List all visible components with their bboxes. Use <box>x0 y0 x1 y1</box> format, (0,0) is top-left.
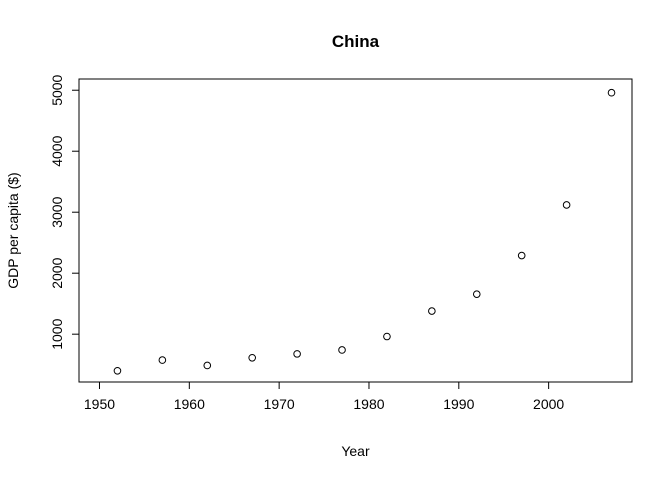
data-point <box>338 346 346 354</box>
data-point <box>517 251 526 260</box>
data-point <box>113 366 122 375</box>
data-point <box>472 290 481 298</box>
x-tick-label: 1960 <box>174 396 205 412</box>
y-axis-label: GDP per capita ($) <box>5 172 21 288</box>
x-tick-label: 1990 <box>443 396 474 412</box>
x-axis-label: Year <box>341 443 370 459</box>
data-point <box>248 353 256 362</box>
x-tick-label: 1950 <box>84 396 115 412</box>
y-tick-label: 3000 <box>49 196 65 227</box>
x-tick-label: 2000 <box>533 396 564 412</box>
y-tick-label: 2000 <box>49 257 65 288</box>
plot-frame <box>78 78 633 383</box>
data-point <box>383 332 391 341</box>
data-point <box>203 361 212 370</box>
data-point <box>293 350 301 358</box>
y-axis: 1000 2000 3000 4000 5000 <box>49 74 80 350</box>
data-point <box>428 307 436 315</box>
data-point <box>562 201 571 209</box>
data-point <box>607 88 616 97</box>
x-tick-label: 1980 <box>353 396 384 412</box>
y-tick-label: 1000 <box>49 318 65 349</box>
chart-title: China <box>332 32 380 51</box>
data-point <box>158 356 167 364</box>
y-tick-label: 4000 <box>49 135 65 166</box>
data-points <box>113 88 616 375</box>
y-tick-label: 5000 <box>49 74 65 105</box>
x-axis: 1950 1960 1970 1980 1990 2000 <box>84 381 564 412</box>
x-tick-label: 1970 <box>264 396 295 412</box>
